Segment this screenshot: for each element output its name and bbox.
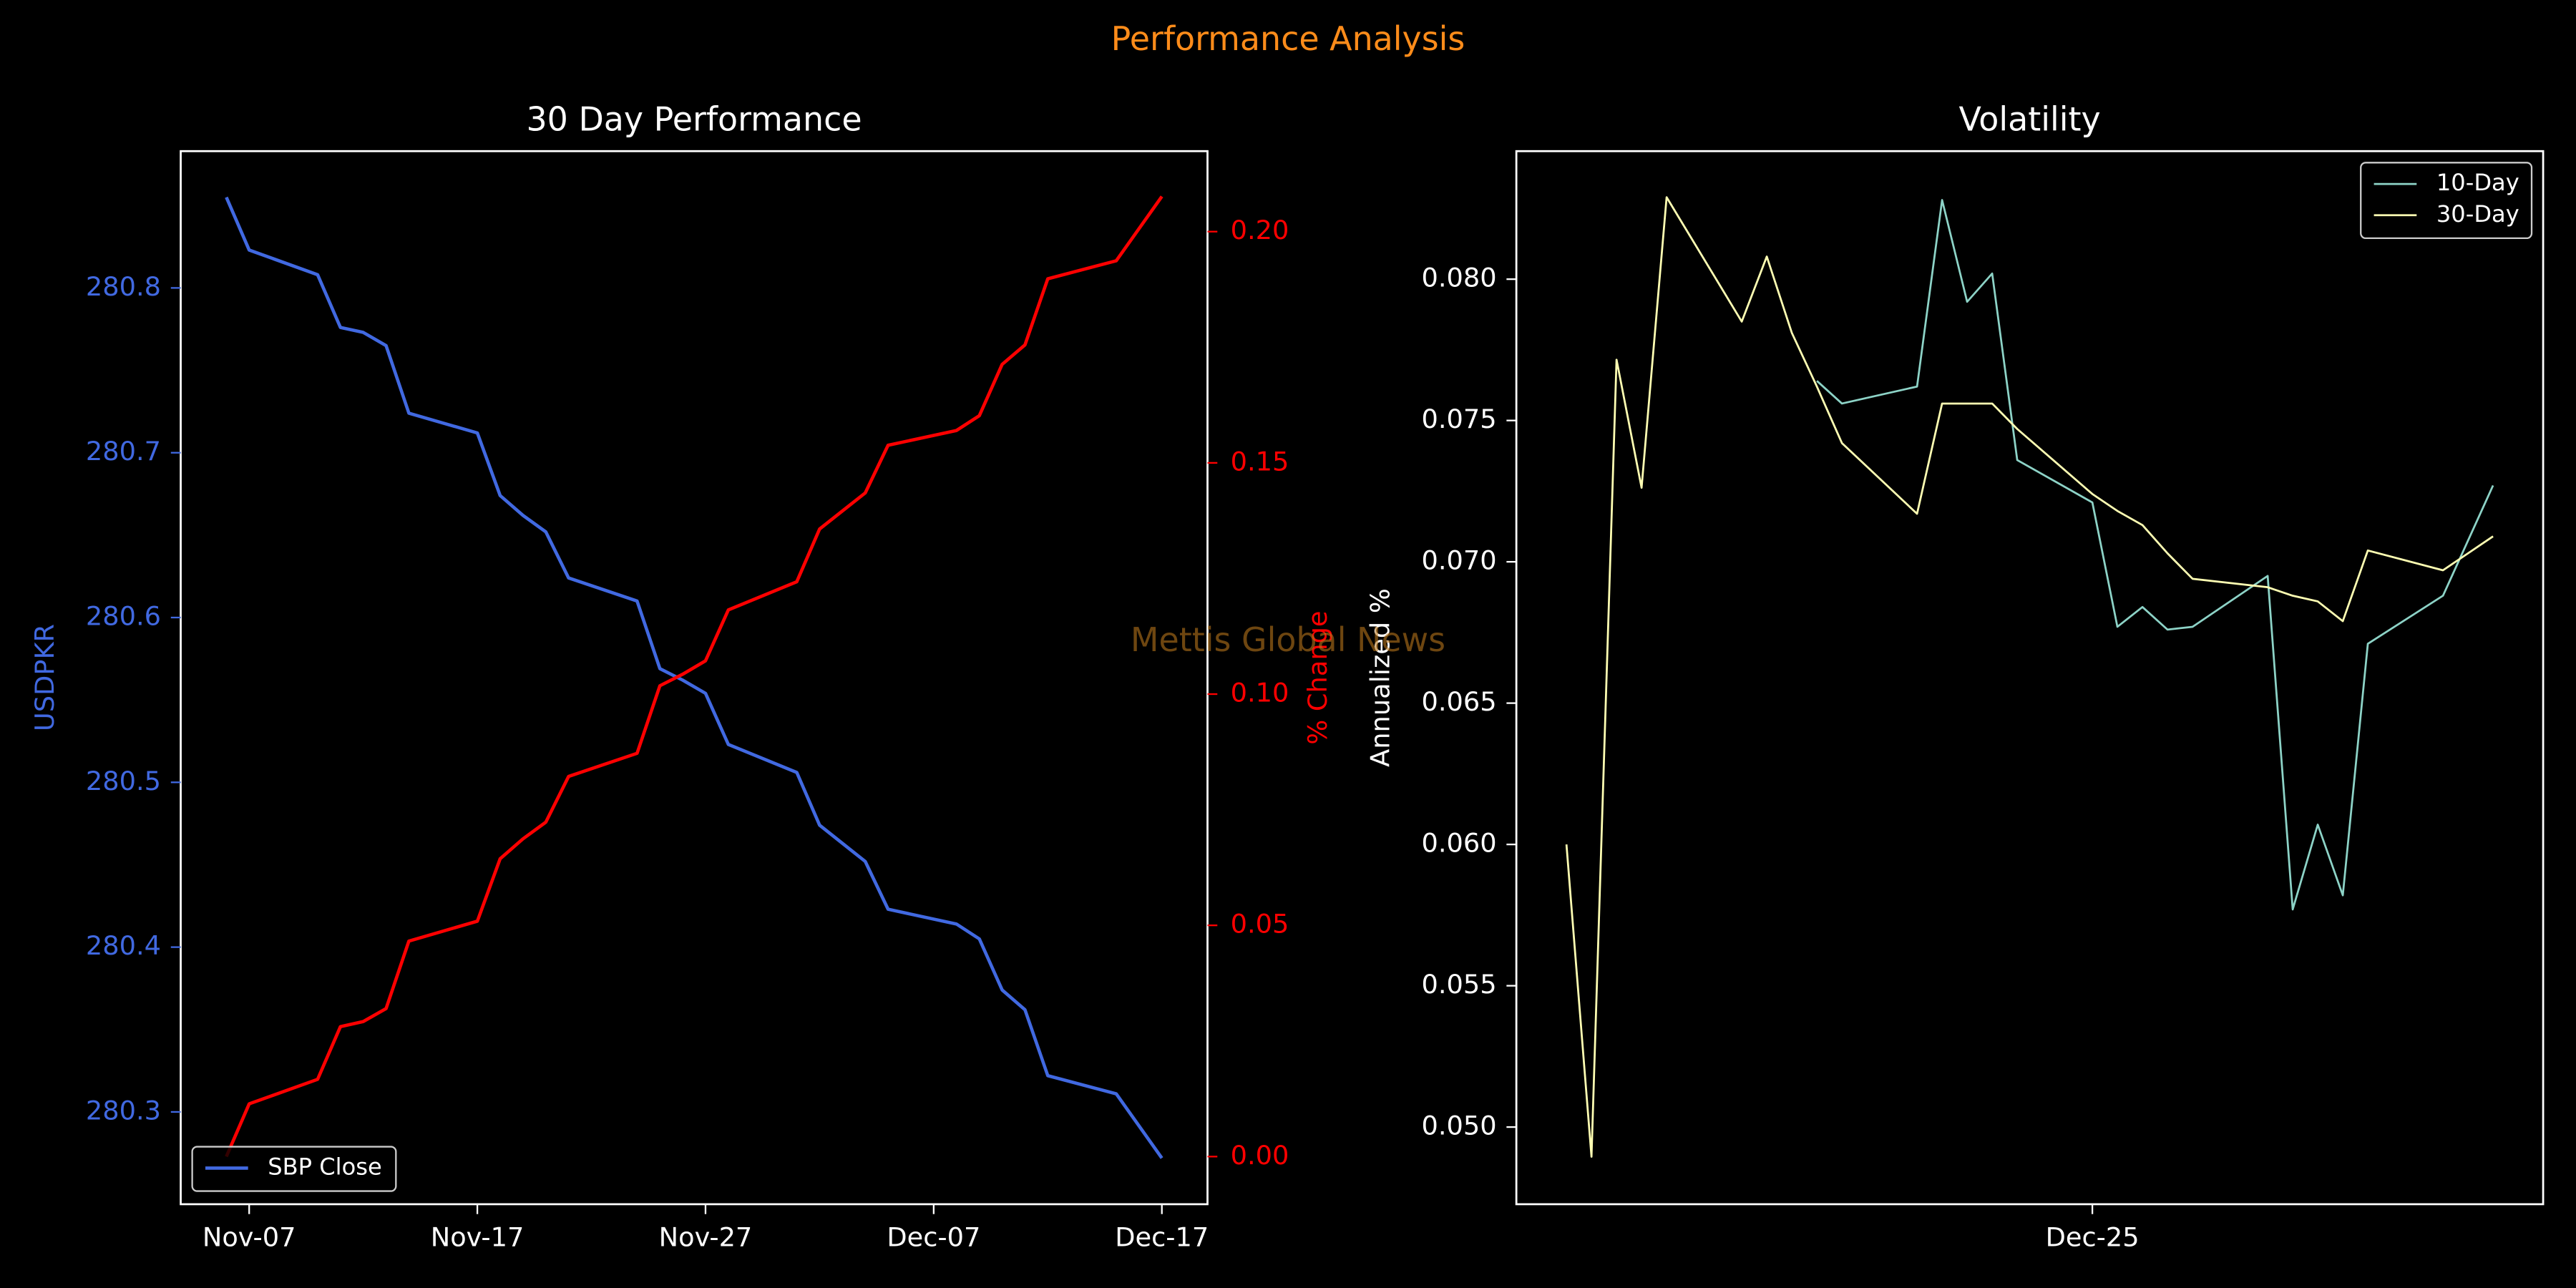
y-axis-label: USDPKR bbox=[29, 624, 60, 731]
legend-box bbox=[2360, 162, 2533, 240]
figure-title: Performance Analysis bbox=[1111, 19, 1465, 58]
y-tick-label: 280.6 bbox=[86, 601, 161, 632]
legend-label: 10-Day bbox=[2436, 169, 2519, 196]
y-tick-label: 0.075 bbox=[1421, 404, 1496, 434]
x-tick-label: Dec-25 bbox=[2046, 1222, 2140, 1253]
y-tick-label: 280.3 bbox=[86, 1095, 161, 1126]
y2-tick-label: 0.15 bbox=[1231, 446, 1289, 477]
axes-title: 30 Day Performance bbox=[526, 99, 862, 138]
y-tick-label: 280.7 bbox=[86, 436, 161, 467]
x-tick-label: Nov-07 bbox=[203, 1222, 296, 1253]
x-tick-label: Dec-07 bbox=[887, 1222, 980, 1253]
x-tick-label: Nov-27 bbox=[659, 1222, 753, 1253]
legend: 10-Day 30-Day bbox=[2360, 162, 2533, 240]
x-tick-label: Nov-17 bbox=[431, 1222, 525, 1253]
watermark: Mettis Global News bbox=[1131, 620, 1445, 659]
axes-frame bbox=[180, 150, 1209, 1206]
axes-title: Volatility bbox=[1958, 99, 2100, 138]
y-tick-label: 280.5 bbox=[86, 766, 161, 796]
y-axis-label: Annualized % bbox=[1365, 588, 1395, 767]
y-tick-label: 0.050 bbox=[1421, 1111, 1496, 1141]
y2-tick-label: 0.05 bbox=[1231, 909, 1289, 940]
y2-tick-label: 0.10 bbox=[1231, 678, 1289, 708]
y-tick-label: 0.070 bbox=[1421, 545, 1496, 576]
series-line bbox=[225, 196, 1163, 1159]
series-line bbox=[1816, 199, 2494, 911]
y-tick-label: 0.060 bbox=[1421, 828, 1496, 859]
legend-label: 30-Day bbox=[2436, 200, 2519, 228]
y-tick-label: 280.8 bbox=[86, 271, 161, 302]
axes-frame bbox=[1515, 150, 2545, 1206]
legend-box bbox=[191, 1146, 397, 1192]
y2-tick-label: 0.00 bbox=[1231, 1140, 1289, 1171]
y-tick-label: 0.080 bbox=[1421, 263, 1496, 293]
y-tick-label: 0.065 bbox=[1421, 686, 1496, 717]
series-line bbox=[225, 195, 1163, 1158]
x-tick-label: Dec-17 bbox=[1115, 1222, 1209, 1253]
y-tick-label: 280.4 bbox=[86, 930, 161, 961]
legend: SBP Close bbox=[191, 1146, 397, 1192]
legend-label: SBP Close bbox=[268, 1153, 382, 1180]
y2-axis-label: % Change bbox=[1302, 610, 1333, 744]
series-line bbox=[1565, 196, 2494, 1158]
y-tick-label: 0.055 bbox=[1421, 969, 1496, 1000]
y2-tick-label: 0.20 bbox=[1231, 215, 1289, 245]
